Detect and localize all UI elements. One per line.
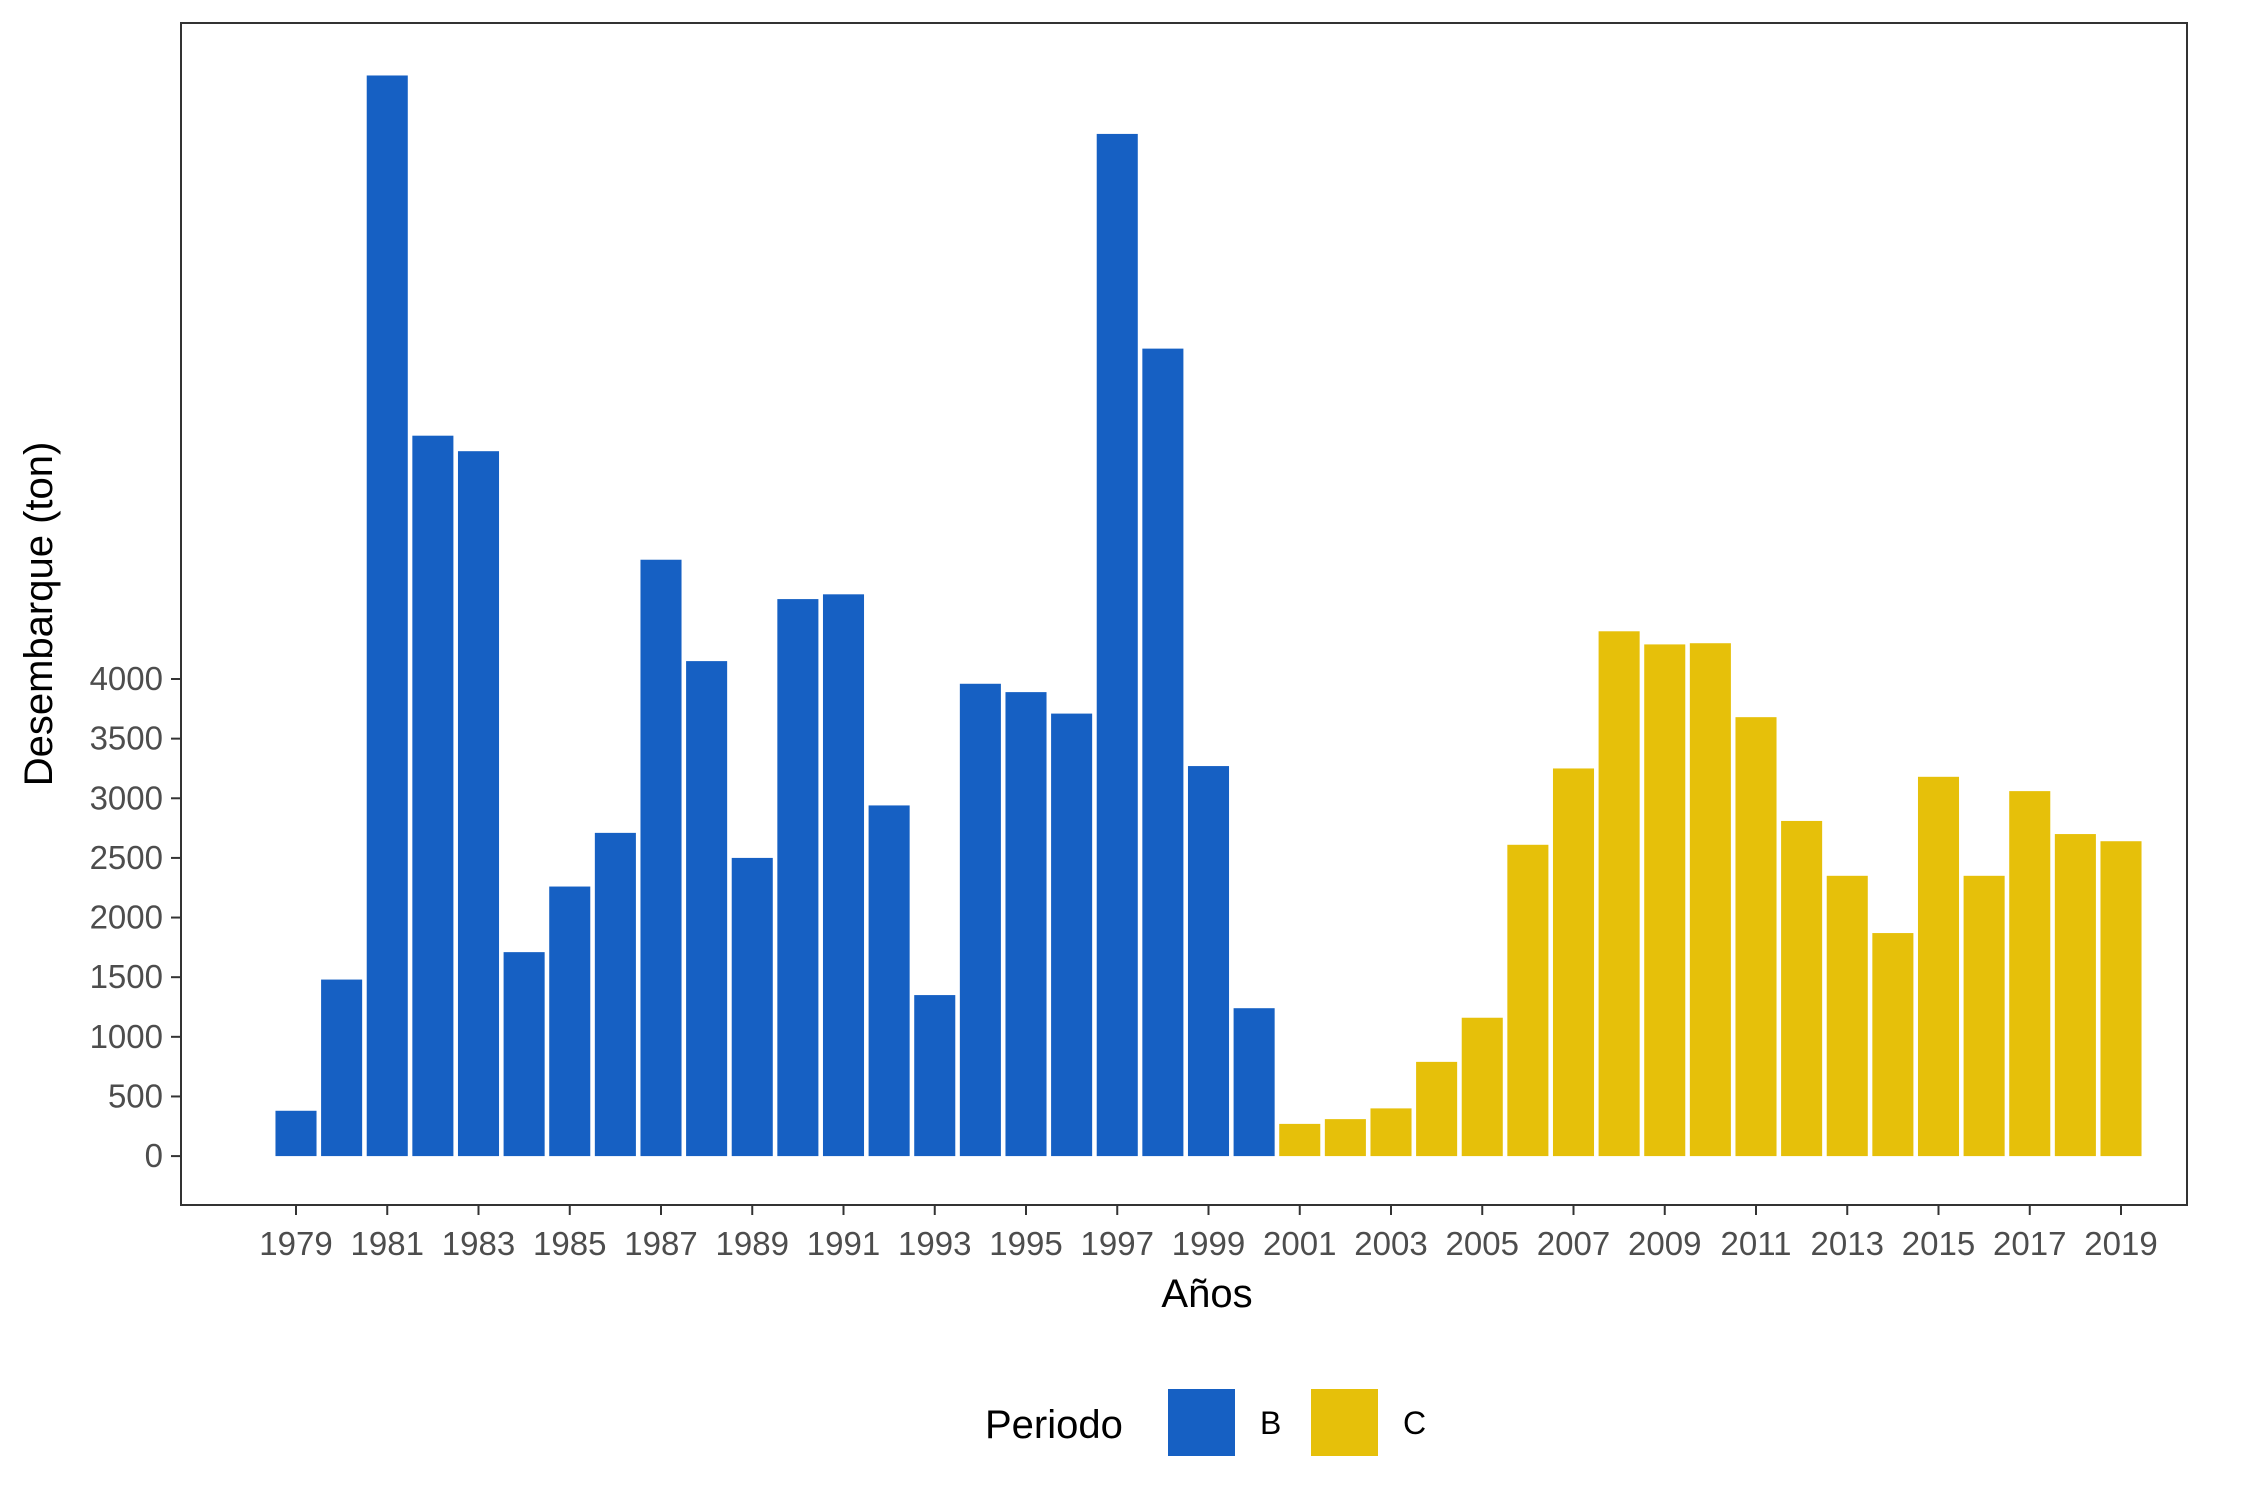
bar-1991 [822, 594, 865, 1157]
x-tick-label: 1997 [1081, 1225, 1154, 1262]
bar-1987 [640, 559, 682, 1157]
x-tick-label: 2001 [1263, 1225, 1336, 1262]
bar-1984 [503, 952, 545, 1157]
bar-1981 [366, 75, 408, 1157]
bar-2019 [2100, 841, 2142, 1157]
x-axis-title: Años [1161, 1272, 1252, 1316]
bar-2003 [1370, 1108, 1412, 1157]
legend-label-b: B [1260, 1405, 1281, 1441]
legend-key-c [1311, 1389, 1378, 1456]
y-tick-label: 0 [145, 1137, 163, 1174]
bar-2013 [1826, 875, 1868, 1157]
x-tick-label: 1989 [716, 1225, 789, 1262]
x-tick-label: 2003 [1354, 1225, 1427, 1262]
x-tick-label: 1981 [351, 1225, 424, 1262]
bar-2010 [1689, 643, 1731, 1157]
legend: Periodo B C [985, 1389, 1426, 1456]
y-axis: 0 500 1000 1500 2000 2500 3000 3500 4000 [90, 660, 181, 1174]
bar-1998 [1142, 348, 1184, 1157]
bar-2015 [1917, 776, 1960, 1157]
bar-1992 [868, 805, 910, 1157]
y-tick-label: 4000 [90, 660, 163, 697]
x-tick-label: 1991 [807, 1225, 880, 1262]
bar-2014 [1872, 933, 1914, 1157]
bar-2011 [1735, 717, 1777, 1157]
bar-2006 [1507, 844, 1549, 1157]
y-tick-label: 1500 [90, 958, 163, 995]
legend-label-c: C [1403, 1405, 1426, 1441]
y-tick-label: 3500 [90, 720, 163, 757]
bar-2004 [1416, 1061, 1458, 1157]
bar-2007 [1552, 768, 1595, 1157]
bar-1988 [686, 661, 728, 1157]
bar-2012 [1781, 820, 1823, 1157]
bar-1989 [731, 857, 773, 1157]
y-tick-label: 1000 [90, 1018, 163, 1055]
bar-2009 [1644, 644, 1686, 1157]
x-tick-label: 1999 [1172, 1225, 1245, 1262]
x-tick-label: 1983 [442, 1225, 515, 1262]
x-tick-label: 1979 [259, 1225, 332, 1262]
legend-title: Periodo [985, 1403, 1123, 1447]
bar-2016 [1963, 875, 2005, 1157]
bar-1999 [1187, 766, 1230, 1157]
legend-key-b [1168, 1389, 1235, 1456]
y-axis-title: Desembarque (ton) [17, 442, 61, 787]
bar-2001 [1279, 1123, 1321, 1157]
bar-1995 [1005, 692, 1047, 1157]
bar-2005 [1461, 1017, 1503, 1157]
x-tick-label: 1993 [898, 1225, 971, 1262]
x-tick-label: 2007 [1537, 1225, 1610, 1262]
bar-1990 [777, 599, 819, 1157]
bar-1985 [549, 886, 591, 1157]
bar-2002 [1324, 1119, 1366, 1157]
bar-1997 [1096, 133, 1138, 1157]
bar-2000 [1233, 1008, 1275, 1157]
y-tick-label: 3000 [90, 779, 163, 816]
x-tick-label: 1987 [624, 1225, 697, 1262]
x-tick-label: 1995 [989, 1225, 1062, 1262]
bar-1994 [959, 683, 1001, 1157]
x-axis: 1979 1981 1983 1985 1987 1989 1991 1993 1995 1997… [259, 1205, 2158, 1262]
x-tick-label: 2009 [1628, 1225, 1701, 1262]
bar-1996 [1051, 713, 1093, 1157]
bar-1980 [321, 979, 363, 1157]
x-tick-label: 2011 [1721, 1225, 1792, 1262]
y-tick-label: 2000 [90, 899, 163, 936]
bar-1979 [275, 1110, 317, 1157]
bar-1986 [594, 832, 636, 1157]
x-tick-label: 2019 [2084, 1225, 2157, 1262]
y-tick-label: 500 [108, 1077, 163, 1114]
y-tick-label: 2500 [90, 839, 163, 876]
x-tick-label: 2005 [1446, 1225, 1519, 1262]
bar-1993 [914, 995, 956, 1157]
x-tick-label: 2013 [1811, 1225, 1884, 1262]
x-tick-label: 2015 [1902, 1225, 1975, 1262]
bar-2008 [1598, 631, 1640, 1157]
bar-1982 [412, 435, 454, 1157]
bar-2018 [2054, 834, 2096, 1157]
bars-layer [275, 75, 2142, 1157]
bar-2017 [2009, 791, 2051, 1157]
bar-1983 [457, 451, 500, 1157]
x-tick-label: 2017 [1993, 1225, 2066, 1262]
x-tick-label: 1985 [533, 1225, 606, 1262]
